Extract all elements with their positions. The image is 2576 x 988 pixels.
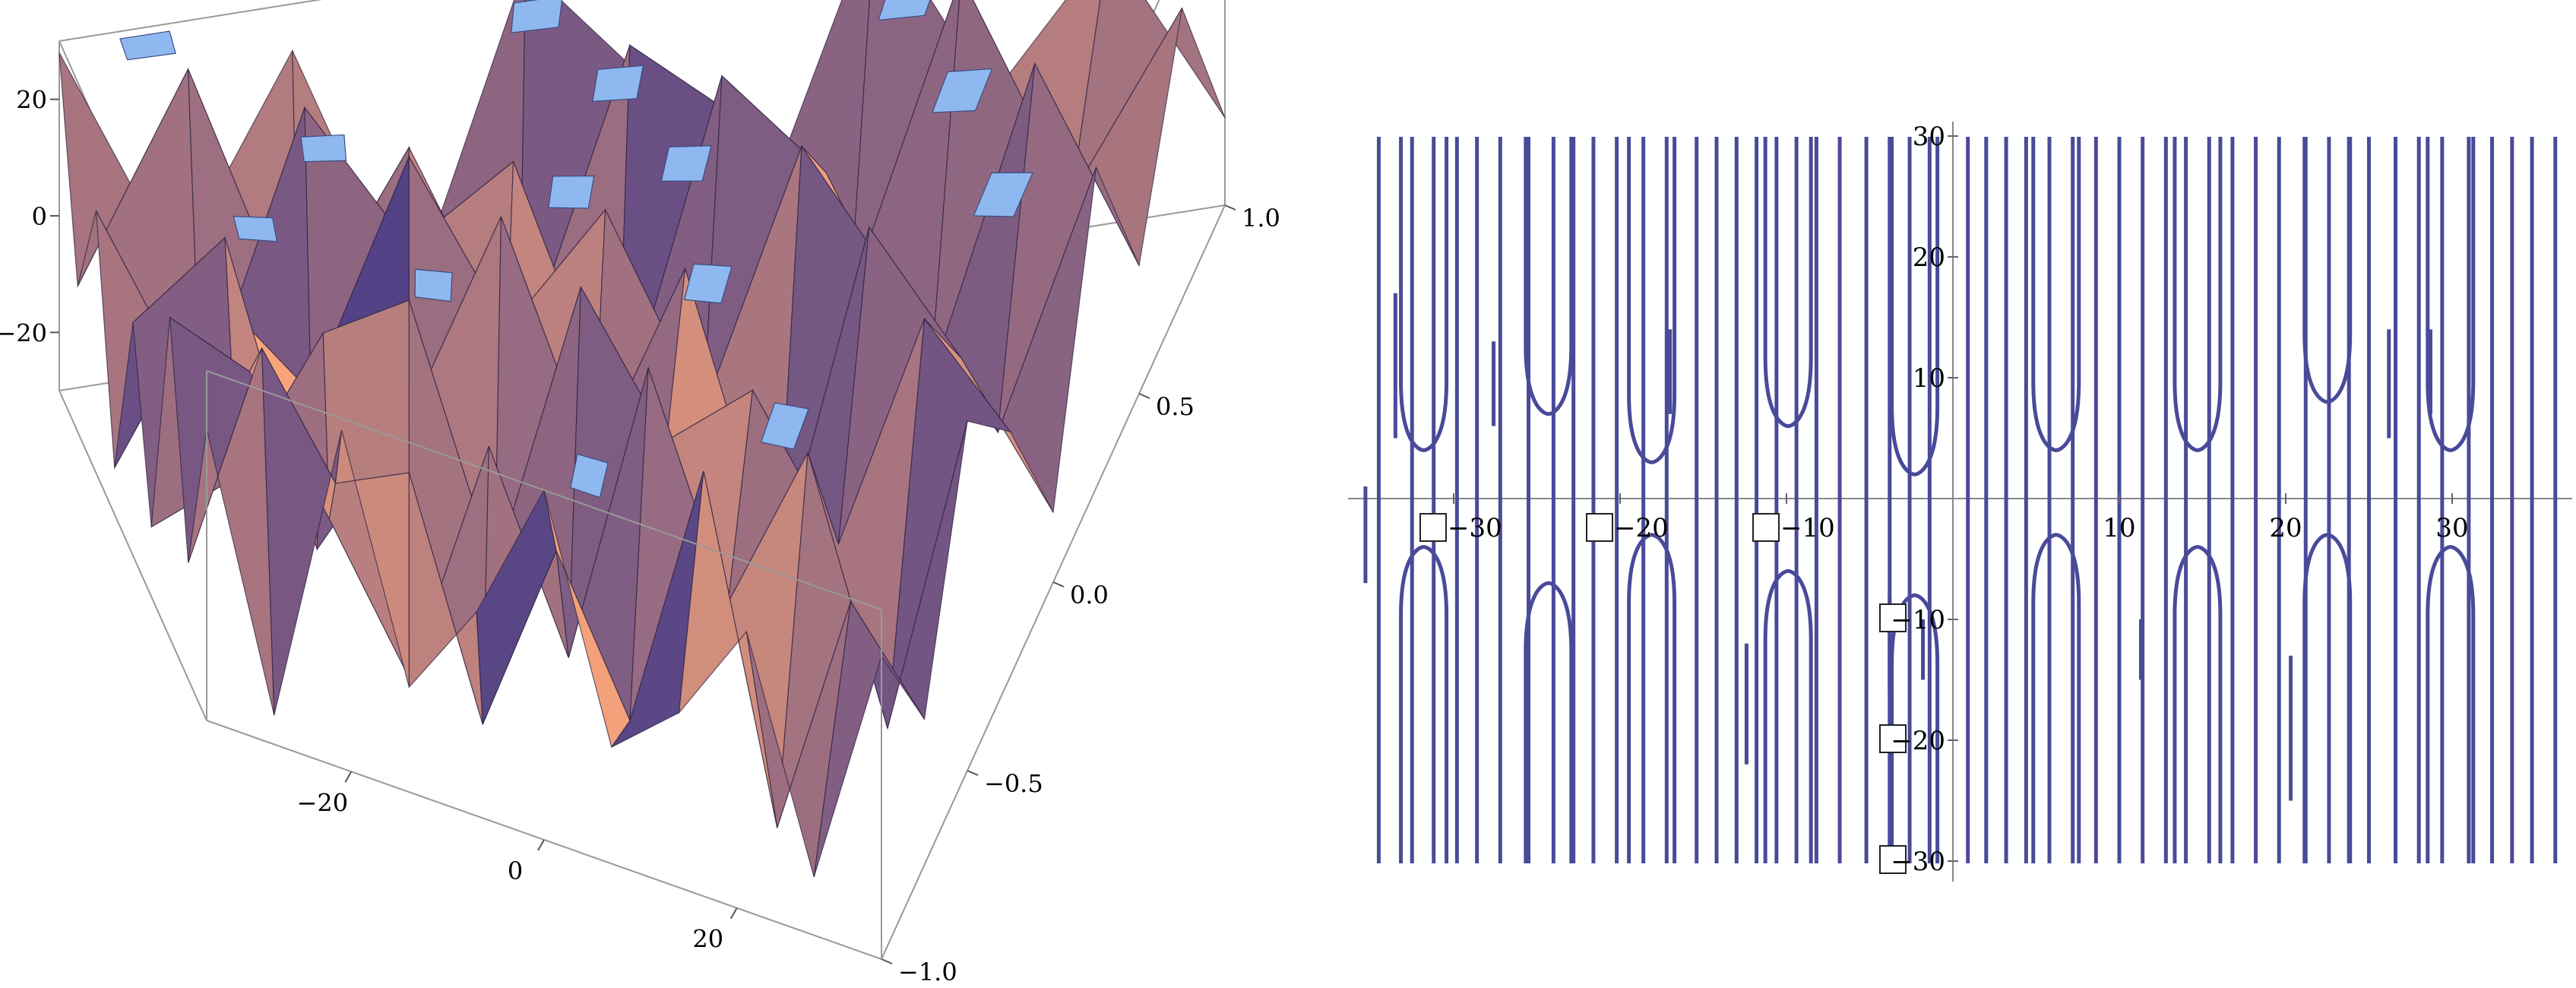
clipped-cap (683, 263, 733, 304)
x-tick-mark (537, 839, 545, 851)
clipped-peak-caps (119, 0, 1033, 499)
minus-glyph-box (1879, 845, 1907, 874)
z-tick-label: −20 (0, 318, 47, 347)
x-tick-label: 0 (508, 857, 523, 885)
lower-branch-curve (2426, 545, 2476, 863)
plot-lines (1363, 137, 2558, 863)
upper-branch-curve (2173, 137, 2223, 452)
y-tick-label: 10 (1913, 363, 1945, 394)
clipped-cap (570, 453, 609, 499)
lower-branch-curve (1399, 545, 1449, 863)
clipped-cap (414, 268, 453, 302)
minus-glyph-box (1419, 513, 1447, 542)
clipped-cap (300, 134, 347, 163)
clipped-cap (511, 0, 563, 33)
y-tick-mark (967, 770, 979, 776)
x-tick-label: 30 (2435, 513, 2468, 543)
clipped-cap (932, 68, 993, 113)
box-edge (59, 390, 207, 721)
lower-branch-curve (2302, 533, 2353, 863)
box-edge (59, 0, 322, 42)
minus-glyph-box (1879, 724, 1907, 753)
upper-branch-curve (1763, 137, 1813, 429)
x-tick-label: −30 (1448, 513, 1502, 543)
lower-branch-curve (2031, 533, 2081, 863)
clipped-cap (592, 65, 644, 103)
y-tick-mark (1052, 581, 1065, 587)
z-tick-label: 0 (32, 202, 47, 231)
x-tick-label: −10 (1780, 513, 1835, 543)
lower-branch-curve (1763, 568, 1813, 863)
clipped-cap (233, 215, 278, 242)
minus-glyph-box (1586, 513, 1613, 542)
upper-branch-curve (1399, 137, 1449, 452)
y-tick-label: 30 (1913, 122, 1945, 152)
y-tick-label: −10 (1891, 605, 1945, 635)
y-tick-mark (1224, 204, 1236, 211)
y-tick-label: 20 (1913, 242, 1945, 273)
x-tick-label: 10 (2103, 513, 2135, 543)
x-tick-mark (729, 907, 738, 920)
x-tick-label: −20 (1614, 513, 1669, 543)
x-tick-label: 20 (2269, 513, 2302, 543)
upper-branch-curve (2426, 137, 2476, 452)
x-tick-label: 20 (692, 925, 723, 954)
y-tick-mark (881, 958, 893, 964)
surface-plot-3d: −20 0 20 −1.0 −0.5 0.0 0.5 1.0 −20 0 20 (0, 0, 1280, 986)
upper-branch-curve (1524, 137, 1574, 416)
x-tick-label: −20 (297, 788, 349, 817)
clipped-cap (760, 402, 809, 450)
clipped-cap (119, 30, 176, 61)
axis-ticks-3d: −20 0 20 −1.0 −0.5 0.0 0.5 1.0 −20 0 20 (0, 86, 1280, 986)
upper-branch-curve (1627, 137, 1677, 464)
clipped-cap (548, 175, 595, 209)
y-tick-label: 0.0 (1070, 581, 1109, 610)
y-tick-mark (1138, 393, 1150, 399)
lower-branch-curve (1627, 533, 1677, 863)
minus-glyph-box (1879, 603, 1907, 632)
y-tick-label: −0.5 (984, 769, 1043, 798)
upper-branch-curve (2031, 137, 2081, 452)
y-tick-label: 0.5 (1156, 392, 1195, 421)
lower-branch-curve (1524, 581, 1574, 863)
minus-glyph-box (1752, 513, 1780, 542)
upper-branch-curve (2302, 137, 2353, 404)
clipped-cap (660, 145, 712, 182)
y-tick-label: −30 (1891, 847, 1945, 877)
contour-line-plot: −30 −20 −10 10 20 30 30 20 10 −10 −20 −30 (1348, 122, 2572, 882)
y-tick-label: 1.0 (1242, 204, 1280, 233)
y-tick-label: −20 (1891, 726, 1945, 756)
surface-mesh (59, 0, 1226, 878)
axis-ticks-2d: −30 −20 −10 10 20 30 30 20 10 −10 −20 −30 (1419, 122, 2469, 877)
clipped-cap (973, 172, 1033, 217)
x-tick-mark (344, 771, 353, 783)
upper-branch-curve (1890, 137, 1940, 477)
z-tick-label: 20 (16, 86, 47, 115)
lower-branch-curve (2173, 545, 2223, 863)
box-edge (206, 370, 882, 610)
clipped-cap (878, 0, 931, 21)
y-tick-label: −1.0 (898, 958, 957, 986)
